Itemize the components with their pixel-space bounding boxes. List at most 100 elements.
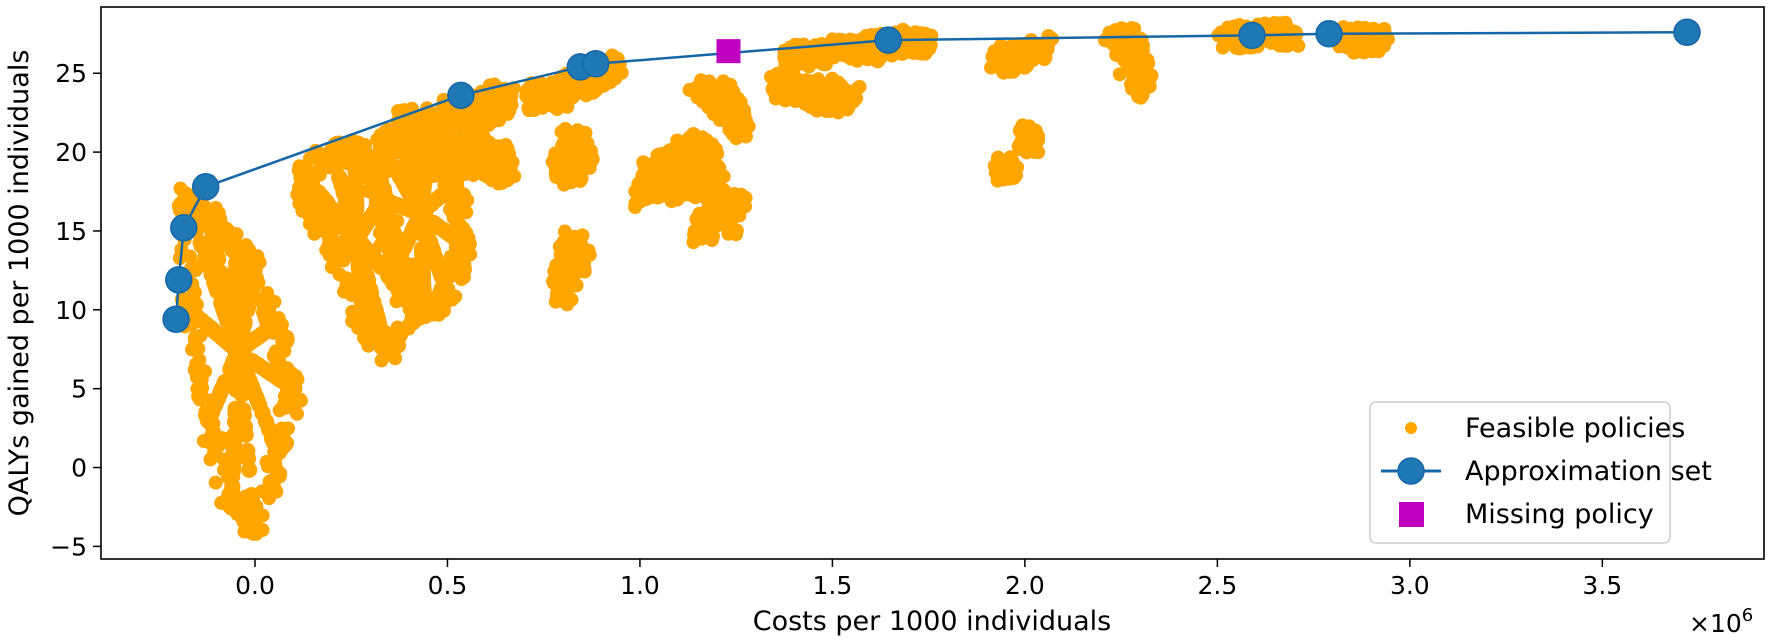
feasible-policy-point (187, 332, 202, 347)
feasible-policy-point (293, 393, 308, 408)
feasible-policy-point (307, 226, 322, 241)
feasible-policy-point (259, 455, 274, 470)
feasible-policy-point (452, 195, 467, 210)
feasible-policy-point (253, 326, 270, 343)
feasible-policy-point (228, 259, 245, 276)
feasible-policy-point (277, 344, 292, 359)
feasible-policy-point (290, 406, 305, 421)
feasible-policy-point (711, 193, 728, 210)
feasible-policy-point (412, 114, 429, 131)
feasible-policy-point (243, 487, 260, 504)
feasible-policy-point (352, 286, 369, 303)
feasible-policy-point (272, 403, 287, 418)
feasible-policy-point (430, 258, 447, 275)
feasible-policy-point (571, 255, 588, 272)
feasible-policy-point (224, 327, 241, 344)
feasible-policy-point (173, 181, 188, 196)
feasible-policy-point (242, 243, 257, 258)
feasible-policy-point (392, 248, 409, 265)
feasible-policy-point (196, 434, 211, 449)
feasible-policy-point (229, 344, 246, 361)
feasible-policy-point (228, 274, 245, 291)
feasible-policy-point (207, 278, 224, 295)
feasible-policy-point (328, 158, 345, 175)
feasible-policy-point (280, 330, 295, 345)
feasible-policy-point (265, 476, 280, 491)
feasible-policy-point (201, 319, 218, 336)
feasible-policy-point (357, 141, 372, 156)
feasible-policy-point (246, 270, 263, 287)
feasible-policy-point (225, 458, 242, 475)
feasible-policy-point (243, 377, 260, 394)
feasible-policy-point (703, 161, 720, 178)
feasible-policy-point (354, 307, 371, 324)
feasible-policy-point (193, 392, 208, 407)
feasible-policy-point (428, 217, 445, 234)
feasible-policy-point (697, 85, 714, 102)
feasible-policy-point (208, 475, 223, 490)
feasible-policy-point (389, 197, 406, 214)
feasible-policy-point (355, 237, 372, 254)
feasible-policy-point (564, 240, 581, 257)
feasible-policy-point (445, 229, 462, 246)
feasible-policy-point (213, 266, 230, 283)
feasible-policy-point (256, 299, 271, 314)
feasible-policy-point (226, 434, 243, 451)
feasible-policy-point (227, 400, 244, 417)
feasible-policy-point (298, 169, 315, 186)
feasible-policy-point (347, 164, 364, 181)
feasible-policy-point (666, 154, 683, 171)
feasible-policy-point (633, 190, 650, 207)
feasible-policy-point (446, 210, 461, 225)
feasible-policy-point (709, 142, 724, 157)
feasible-policy-point (383, 220, 398, 235)
feasible-policy-point (339, 198, 356, 215)
feasible-policy-point (367, 302, 384, 319)
feasible-policy-point (214, 300, 231, 317)
feasible-policy-point (197, 250, 214, 267)
feasible-policy-point (284, 379, 301, 396)
feasible-policy-point (171, 198, 186, 213)
feasible-policy-point (449, 264, 464, 279)
feasible-policy-point (670, 169, 687, 186)
feasible-policy-point (392, 331, 407, 346)
feasible-policy-point (211, 386, 228, 403)
feasible-policy-point (261, 364, 278, 381)
feasible-policy-point (227, 244, 244, 261)
feasible-policy-point (203, 452, 218, 467)
feasible-policy-point (395, 282, 410, 297)
feasible-policy-point (226, 413, 243, 430)
feasible-policy-point (190, 381, 205, 396)
feasible-policy-point (210, 251, 227, 268)
feasible-policy-point (202, 216, 219, 233)
feasible-policy-point (241, 461, 258, 478)
feasible-policy-point (457, 151, 474, 168)
feasible-policy-point (347, 148, 362, 163)
feasible-policy-point (239, 442, 256, 459)
feasible-policy-point (363, 248, 380, 265)
feasible-policy-point (245, 509, 262, 526)
feasible-policy-point (192, 353, 207, 368)
feasible-policy-point (459, 205, 474, 220)
plot-area (100, 6, 1765, 560)
feasible-policy-point (650, 148, 665, 163)
feasible-policy-point (730, 107, 747, 124)
feasible-policy-point (547, 84, 564, 101)
feasible-policy-point (412, 206, 429, 223)
feasible-policy-point (224, 478, 241, 495)
feasible-policy-point (257, 413, 274, 430)
feasible-policy-point (228, 380, 245, 397)
feasible-policy-point (500, 106, 515, 121)
feasible-policy-point (399, 181, 416, 198)
feasible-policy-point (684, 145, 701, 162)
feasible-policy-point (247, 354, 264, 371)
feasible-policy-point (297, 191, 314, 208)
feasible-policy-point (264, 429, 281, 446)
feasible-policy-point (239, 300, 256, 317)
feasible-policy-point (329, 237, 346, 254)
feasible-policy-point (328, 215, 345, 232)
feasible-policy-point (449, 135, 464, 150)
feasible-policy-point (419, 140, 436, 157)
feasible-policy-point (482, 154, 499, 171)
